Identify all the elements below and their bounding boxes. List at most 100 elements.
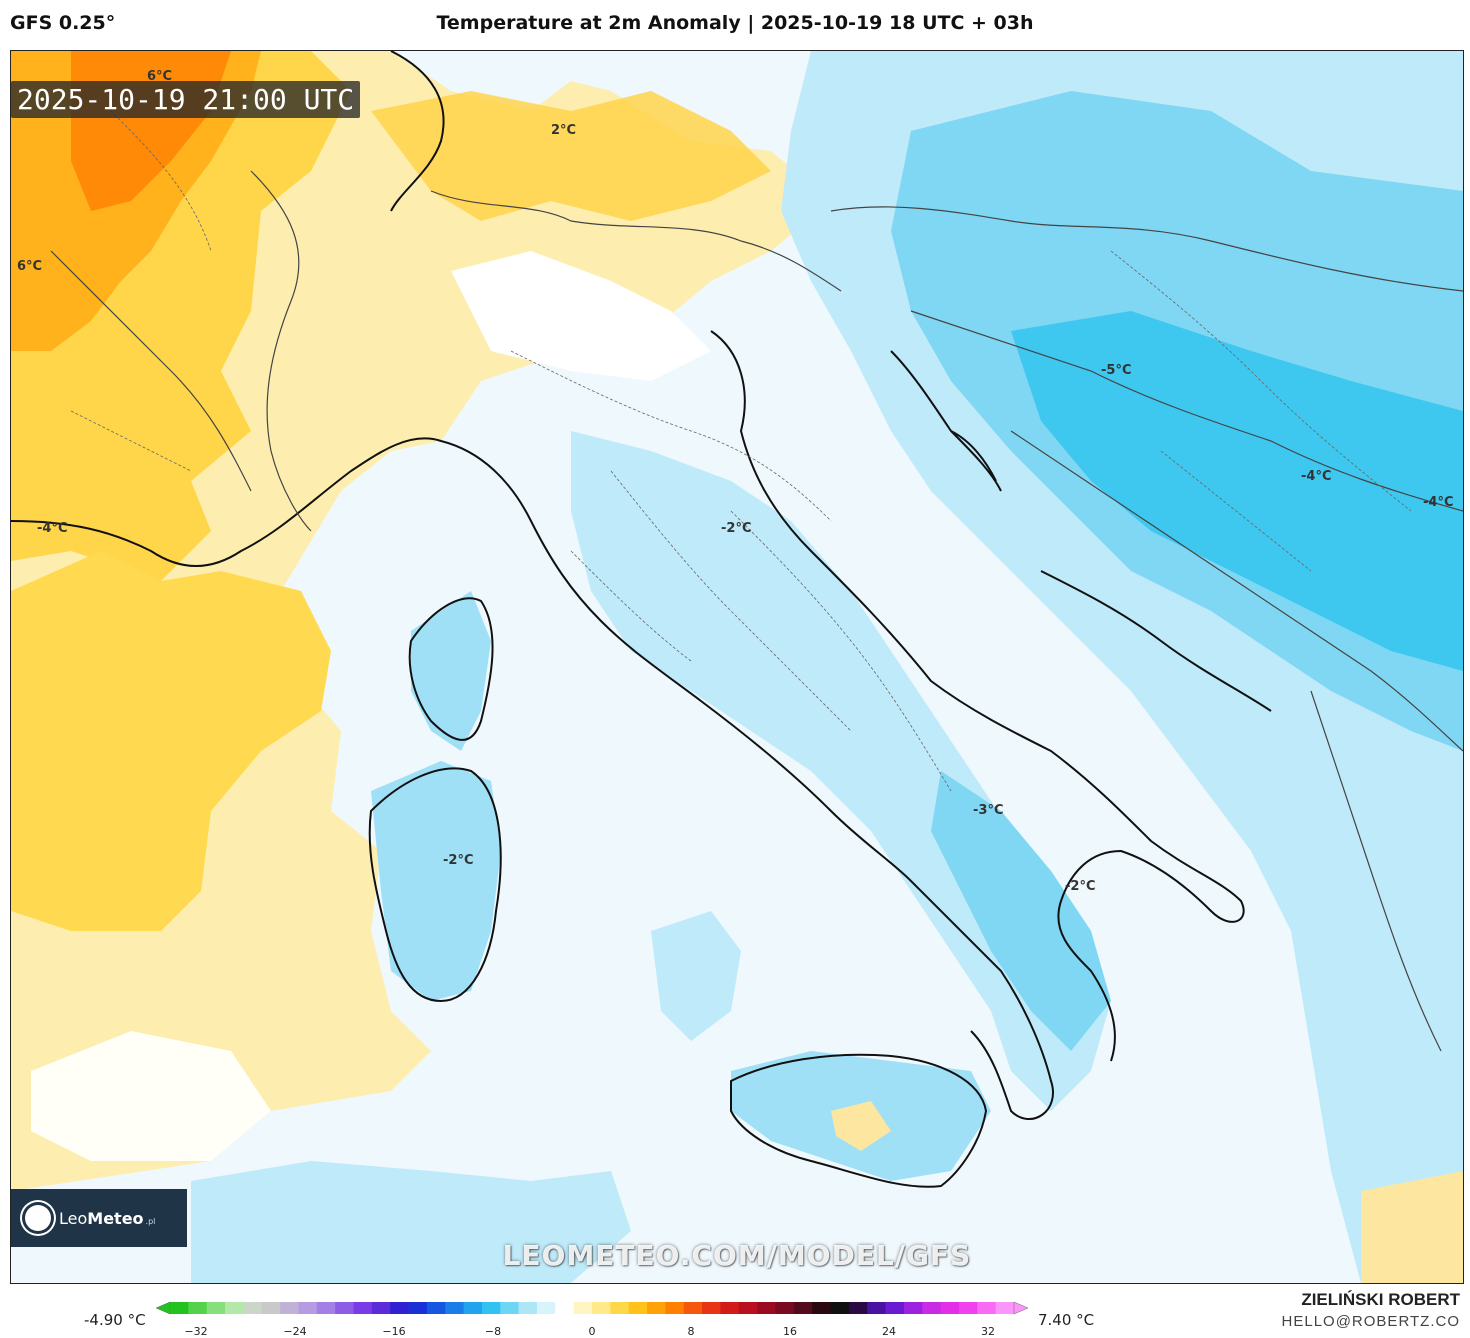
colorbar-segment — [940, 1302, 960, 1314]
logo-suffix: .pl — [145, 1216, 156, 1226]
colorbar-tick-label: 24 — [882, 1325, 896, 1338]
colorbar-segment — [408, 1302, 428, 1314]
colorbar-segment — [683, 1302, 703, 1314]
colorbar — [156, 1301, 1028, 1315]
colorbar-arrow-max — [1013, 1301, 1028, 1315]
coastlines — [11, 51, 1272, 1188]
colorbar-segment — [903, 1302, 923, 1314]
contour-label: -2°C — [1065, 879, 1096, 894]
colorbar-tick-label: 8 — [687, 1325, 695, 1338]
anomaly-map: 2025-10-19 21:00 UTC 6°C 6°C 2°C -4°C -2… — [10, 50, 1464, 1284]
contour-label: -2°C — [721, 521, 752, 536]
colorbar-min-label: -4.90 °C — [84, 1311, 146, 1329]
colorbar-segment — [628, 1302, 648, 1314]
cold-patch-tyrrhenian — [651, 911, 741, 1041]
colorbar-segment — [647, 1302, 666, 1314]
colorbar-segment — [500, 1302, 520, 1314]
cold-zone-sardinia — [371, 761, 501, 1001]
colorbar-segment — [665, 1302, 685, 1314]
colorbar-segment — [720, 1302, 740, 1314]
colorbar-segment — [592, 1302, 611, 1314]
colorbar-segment — [757, 1302, 776, 1314]
warm-zone-med-sea — [11, 551, 331, 931]
cold-zone-north-africa — [191, 1161, 631, 1283]
colorbar-tick-label: 32 — [981, 1325, 995, 1338]
colorbar-segment — [463, 1302, 483, 1314]
colorbar-segment — [793, 1302, 813, 1314]
colorbar-segment — [775, 1302, 795, 1314]
colorbar-tick-label: 16 — [783, 1325, 797, 1338]
colorbar-segment — [225, 1302, 244, 1314]
colorbar-segment — [848, 1302, 868, 1314]
colorbar-segment — [958, 1302, 978, 1314]
author-name: ZIELIŃSKI ROBERT — [1301, 1290, 1460, 1309]
colorbar-segment — [353, 1302, 373, 1314]
colorbar-segment — [867, 1302, 887, 1314]
contour-label: -5°C — [1101, 363, 1132, 378]
neutral-zone-sw — [31, 1031, 271, 1161]
contour-label: -4°C — [1423, 495, 1454, 510]
colorbar-segment — [977, 1302, 997, 1314]
contour-label: -4°C — [37, 521, 68, 536]
contour-label: 6°C — [147, 69, 173, 84]
colorbar-segment — [335, 1302, 354, 1314]
contour-label: -2°C — [443, 853, 474, 868]
contour-label: -4°C — [1301, 469, 1332, 484]
colorbar-segment — [995, 1302, 1015, 1314]
cold-zone-corsica — [411, 591, 491, 751]
contour-label: 6°C — [17, 259, 43, 274]
colorbar-segment — [555, 1302, 575, 1314]
logo-name-light: Leo — [59, 1208, 88, 1228]
colorbar-segment — [316, 1302, 336, 1314]
contour-label: 2°C — [551, 123, 577, 138]
colorbar-segment — [738, 1302, 758, 1314]
colorbar-segment — [188, 1302, 208, 1314]
colorbar-segment — [170, 1302, 189, 1314]
colorbar-tick-label: 0 — [588, 1325, 596, 1338]
neutral-zone-po-valley — [451, 251, 711, 381]
map-canvas — [11, 51, 1463, 1283]
colorbar-arrow-min — [156, 1301, 171, 1315]
colorbar-segment — [261, 1302, 281, 1314]
leometeo-logo: LeoMeteo .pl — [11, 1189, 187, 1247]
cold-zone-strong — [1011, 311, 1463, 671]
colorbar-segment — [536, 1302, 556, 1314]
model-label: GFS 0.25° — [10, 12, 116, 34]
colorbar-tick-label: −24 — [283, 1325, 307, 1338]
colorbar-segment — [445, 1302, 465, 1314]
colorbar-segment — [702, 1302, 721, 1314]
cold-zone-peninsula — [571, 431, 1111, 1111]
colorbar-segment — [426, 1302, 446, 1314]
sun-icon — [25, 1205, 51, 1231]
colorbar-segment — [298, 1302, 318, 1314]
colorbar-segment — [830, 1302, 850, 1314]
logo-name-bold: Meteo — [87, 1208, 144, 1228]
colorbar-segment — [280, 1302, 299, 1314]
colorbar-segment — [243, 1302, 263, 1314]
colorbar-segment — [206, 1302, 226, 1314]
colorbar-segment — [371, 1302, 391, 1314]
colorbar-segment — [573, 1302, 593, 1314]
logo-wordmark: LeoMeteo .pl — [59, 1209, 155, 1228]
colorbar-segment — [922, 1302, 942, 1314]
warm-zone-alps — [371, 91, 771, 221]
map-title: Temperature at 2m Anomaly | 2025-10-19 1… — [436, 12, 1034, 34]
warm-patch-sicily — [831, 1101, 891, 1151]
colorbar-tick-label: −8 — [484, 1325, 502, 1338]
colorbar-max-label: 7.40 °C — [1038, 1311, 1095, 1329]
colorbar-segment — [518, 1302, 538, 1314]
colorbar-segment — [390, 1302, 410, 1314]
colorbar-segment — [812, 1302, 832, 1314]
regional-boundaries — [70, 110, 1412, 792]
borders — [50, 170, 1463, 1052]
watermark-url: LEOMETEO.COM/MODEL/GFS — [502, 1239, 972, 1272]
colorbar-segment — [481, 1302, 501, 1314]
colorbar-tick-label: −16 — [382, 1325, 406, 1338]
author-email: HELLO@ROBERTZ.CO — [1281, 1313, 1460, 1330]
warm-patch-se — [1361, 1171, 1463, 1283]
colorbar-segment — [885, 1302, 905, 1314]
colorbar-tick-label: −32 — [184, 1325, 208, 1338]
cold-zone-calabria — [931, 771, 1111, 1051]
valid-time-badge: 2025-10-19 21:00 UTC — [11, 81, 361, 118]
contour-label: -3°C — [973, 803, 1004, 818]
